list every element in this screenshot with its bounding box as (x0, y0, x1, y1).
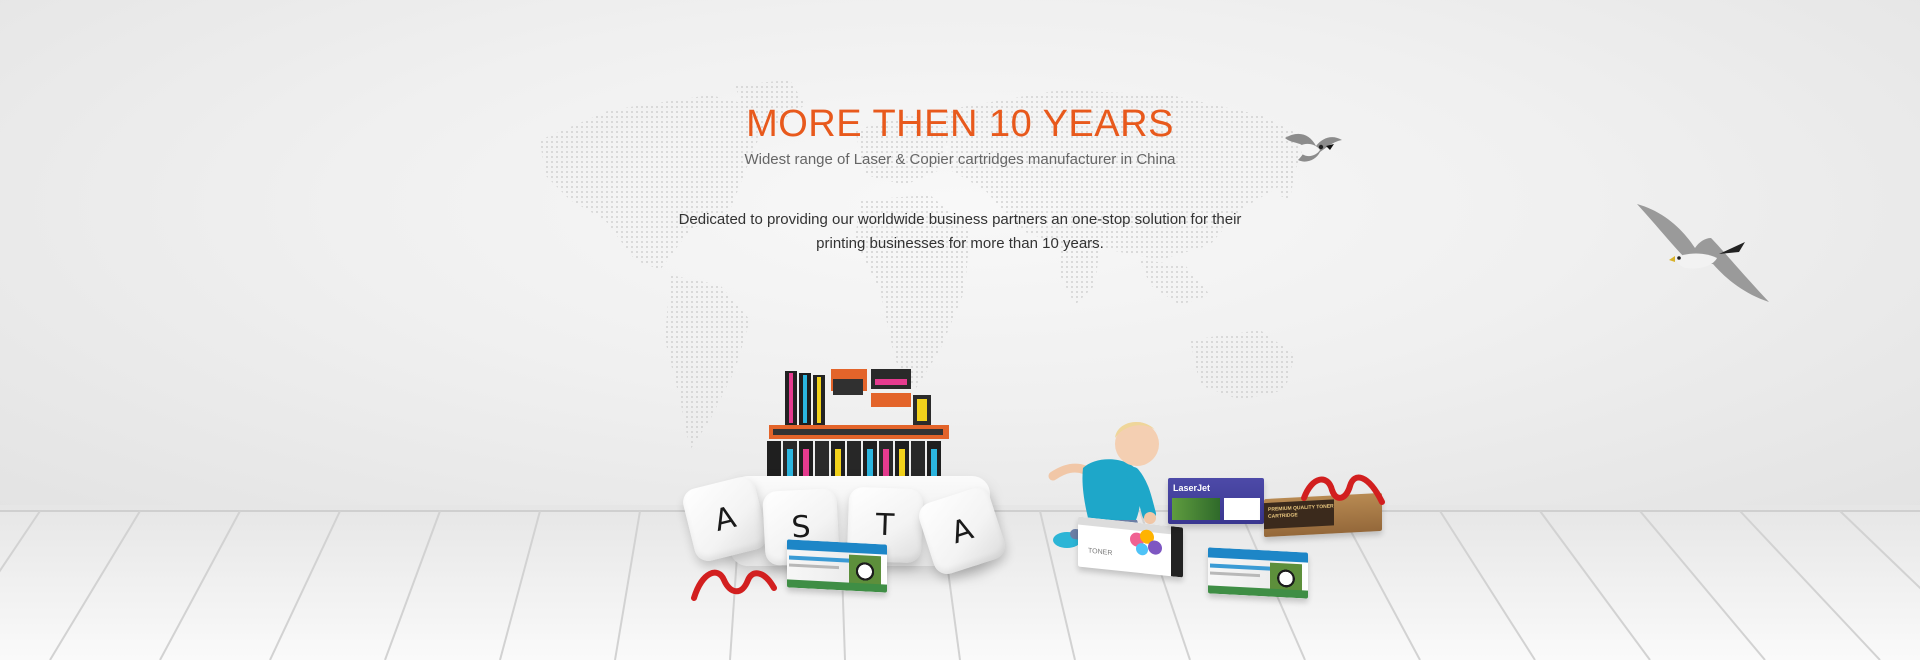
seagull-small-icon (1285, 133, 1342, 162)
toner-cartridge-stack-icon (767, 369, 949, 487)
laserjet-box: LaserJet (1168, 478, 1264, 524)
product-box-right (1208, 547, 1308, 599)
product-box-left (787, 539, 887, 593)
red-ribbon-left-icon (691, 569, 777, 601)
hero-description: Dedicated to providing our worldwide bus… (678, 211, 1242, 252)
hero-subheadline: Widest range of Laser & Copier cartridge… (744, 151, 1176, 168)
world-map-graphic (540, 80, 1310, 450)
laserjet-box-label: LaserJet (1173, 483, 1211, 493)
toner-box-label: TONER (1088, 547, 1113, 558)
hero-headline: MORE THEN 10 YEARS (746, 103, 1174, 145)
red-ribbon-right-icon (1301, 474, 1385, 505)
seagull-large-icon (1637, 204, 1769, 302)
